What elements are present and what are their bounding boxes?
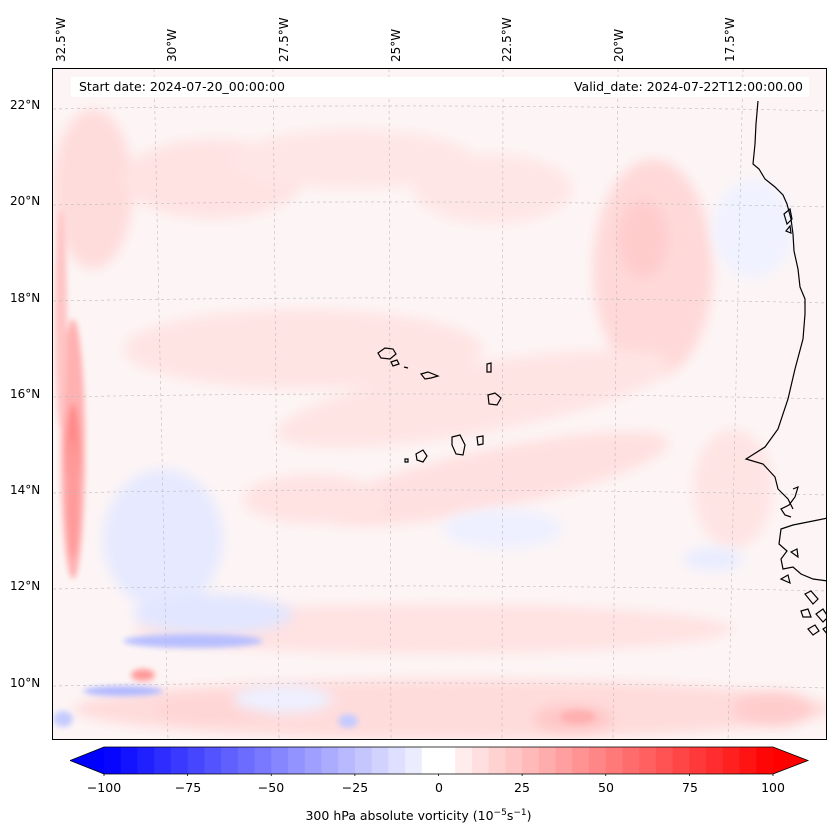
coast-mauritania [744, 100, 806, 510]
colorbar-bin [354, 747, 373, 774]
colorbar-bin [170, 747, 189, 774]
colorbar-bin [221, 747, 239, 774]
lon-label-17-5w: 17.5°W [723, 17, 737, 62]
island-santo-antao [377, 347, 397, 360]
colorbar-bin [154, 747, 172, 774]
colorbar-bin [271, 747, 289, 774]
island-sao-vicente [390, 359, 400, 367]
colorbar-bin [137, 747, 155, 774]
colorbar-bin [756, 747, 774, 774]
lat-label-18n: 18°N [10, 291, 41, 305]
island-fogo [415, 449, 428, 463]
lon-label-22-5w: 22.5°W [500, 17, 514, 62]
lat-label-20n: 20°N [10, 194, 41, 208]
lon-label-20w: 20°W [612, 28, 626, 62]
colorbar-bin [622, 747, 640, 774]
colorbar-extend-max [773, 747, 808, 774]
colorbar-tick-0: −100 [86, 780, 122, 795]
colorbar-bin [706, 747, 724, 774]
island-santiago [451, 434, 466, 456]
coast-islands-small [779, 548, 826, 634]
colorbar-bin [421, 747, 439, 774]
colorbar-extend-min [70, 747, 104, 774]
valid-date: Valid_date: 2024-07-22T12:00:00.00 [573, 79, 803, 94]
colorbar-bin [572, 747, 590, 774]
colorbar-bin [538, 747, 557, 774]
colorbar-bin [722, 747, 741, 774]
lat-label-16n: 16°N [10, 387, 41, 401]
colorbar-bin [304, 747, 322, 774]
coast-guinea-bissau [778, 517, 826, 582]
lat-label-14n: 14°N [10, 483, 41, 497]
lon-label-32-5w: 32.5°W [54, 17, 68, 62]
map-panel: Start date: 2024-07-20_00:00:00 Valid_da… [52, 68, 827, 740]
cape-verde-islands [377, 347, 502, 463]
start-date: Start date: 2024-07-20_00:00:00 [79, 79, 285, 94]
coast-senegal [780, 485, 799, 518]
island-brava [404, 458, 409, 463]
island-santa-luzia [403, 366, 409, 369]
colorbar-bin [371, 747, 389, 774]
lat-label-12n: 12°N [10, 579, 41, 593]
colorbar-bin [639, 747, 657, 774]
coast-senegal-islands [783, 207, 793, 234]
colorbar-tick-8: 100 [761, 780, 785, 795]
colorbar-label: 300 hPa absolute vorticity (10−5s−1) [0, 808, 837, 823]
island-boa-vista [487, 392, 502, 406]
lon-label-25w: 25°W [389, 28, 403, 62]
colorbar-bin [505, 747, 523, 774]
colorbar-bin [471, 747, 490, 774]
colorbar-bin [338, 747, 356, 774]
colorbar-label-exp2: −1 [513, 808, 527, 818]
colorbar-bin [237, 747, 256, 774]
colorbar-tick-3: −25 [341, 780, 369, 795]
colorbar-bin [104, 747, 122, 774]
colorbar-bin [739, 747, 757, 774]
colorbar-bin [405, 747, 423, 774]
colorbar-label-suffix: ) [526, 808, 532, 824]
colorbar-tick-4: 0 [435, 780, 443, 795]
graticule [53, 69, 826, 739]
date-info-box: Start date: 2024-07-20_00:00:00 Valid_da… [71, 77, 809, 97]
colorbar-tick-6: 50 [598, 780, 614, 795]
colorbar-bin [321, 747, 339, 774]
colorbar-label-prefix: 300 hPa absolute vorticity (10 [305, 808, 494, 824]
colorbar-tick-2: −50 [257, 780, 285, 795]
colorbar-label-exp1: −5 [493, 808, 507, 818]
colorbar-bin [605, 747, 623, 774]
colorbar-bin [254, 747, 272, 774]
vorticity-field [53, 69, 826, 739]
strong-vorticity-features [53, 209, 596, 728]
lon-label-27-5w: 27.5°W [277, 17, 291, 62]
colorbar-bin [187, 747, 205, 774]
colorbar-bin [120, 747, 138, 774]
colorbar-bin [204, 747, 222, 774]
colorbar-bin [388, 747, 406, 774]
colorbar-bin [555, 747, 573, 774]
colorbar-bin [689, 747, 707, 774]
lon-label-30w: 30°W [165, 28, 179, 62]
coast-bijagos [800, 590, 826, 636]
colorbar-bin [522, 747, 540, 774]
colorbar-bin [287, 747, 306, 774]
lat-label-10n: 10°N [10, 676, 41, 690]
island-maio [476, 435, 484, 446]
colorbar-bin [672, 747, 690, 774]
colorbar-bin [438, 747, 456, 774]
colorbar-bin [488, 747, 506, 774]
colorbar [70, 746, 810, 776]
colorbar-tick-5: 25 [514, 780, 530, 795]
colorbar-bin [655, 747, 674, 774]
positive-vorticity-patches [53, 109, 826, 739]
island-sao-nicolau [419, 371, 440, 380]
island-sal [486, 362, 492, 373]
colorbar-bin [589, 747, 607, 774]
negative-vorticity-patches [103, 179, 793, 713]
west-africa-coastline [744, 100, 826, 636]
colorbar-tick-1: −75 [174, 780, 202, 795]
lat-label-22n: 22°N [10, 98, 41, 112]
colorbar-bin [455, 747, 473, 774]
colorbar-label-mid: s [506, 808, 514, 824]
colorbar-tick-7: 75 [682, 780, 698, 795]
